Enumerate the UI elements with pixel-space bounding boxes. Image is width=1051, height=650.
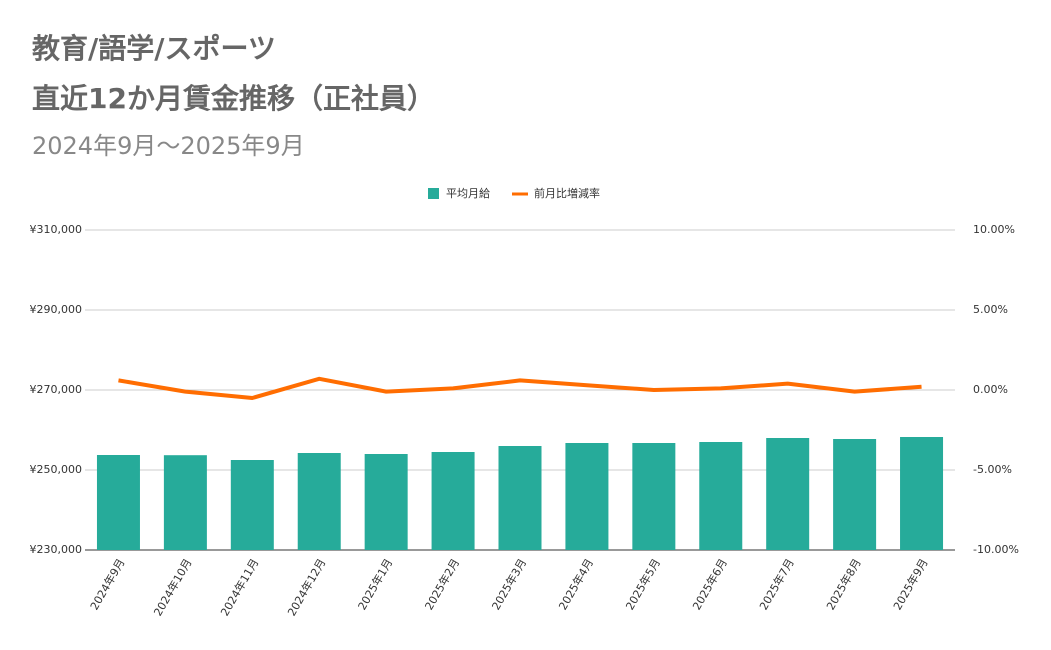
x-tick-label: 2024年11月 [217, 556, 261, 618]
bar [230, 460, 274, 550]
y-tick-label: ¥290,000 [30, 303, 83, 316]
y-tick-label: ¥310,000 [30, 223, 83, 236]
x-tick-label: 2025年7月 [756, 556, 797, 612]
chart-title: 直近12か月賃金推移（正社員） [32, 82, 435, 115]
y-tick-label: ¥250,000 [30, 463, 83, 476]
bar [565, 443, 609, 550]
x-tick-label: 2025年9月 [890, 556, 931, 612]
x-tick-label: 2025年5月 [622, 556, 663, 612]
bar [297, 453, 341, 550]
x-tick-label: 2024年12月 [284, 556, 328, 618]
chart-subtitle: 2024年9月～2025年9月 [32, 132, 305, 160]
y-tick-label: ¥230,000 [30, 543, 83, 556]
legend-swatch [428, 188, 439, 199]
bar [766, 438, 810, 550]
y2-tick-label: -10.00% [973, 543, 1019, 556]
x-tick-label: 2024年10月 [150, 556, 194, 618]
legend-label: 平均月給 [446, 186, 490, 200]
y2-tick-label: 0.00% [973, 383, 1008, 396]
x-tick-label: 2025年6月 [689, 556, 730, 612]
x-tick-label: 2025年3月 [489, 556, 530, 612]
bar [96, 455, 140, 550]
line [118, 376, 922, 400]
chart-title: 教育/語学/スポーツ [32, 32, 276, 65]
bar [364, 454, 408, 550]
bar [833, 439, 877, 550]
x-tick-label: 2025年4月 [555, 556, 596, 612]
x-tick-label: 2025年1月 [355, 556, 396, 612]
bar [431, 452, 475, 550]
bar [498, 446, 542, 550]
bar [163, 455, 207, 550]
bar [900, 437, 944, 550]
x-tick-label: 2025年2月 [422, 556, 463, 612]
y2-tick-label: 5.00% [973, 303, 1008, 316]
y2-tick-label: 10.00% [973, 223, 1015, 236]
legend-label: 前月比増減率 [534, 186, 600, 200]
y2-tick-label: -5.00% [973, 463, 1012, 476]
bar [632, 443, 676, 550]
bar [699, 442, 743, 550]
x-tick-label: 2024年9月 [87, 556, 128, 612]
x-tick-label: 2025年8月 [823, 556, 864, 612]
y-tick-label: ¥270,000 [30, 383, 83, 396]
